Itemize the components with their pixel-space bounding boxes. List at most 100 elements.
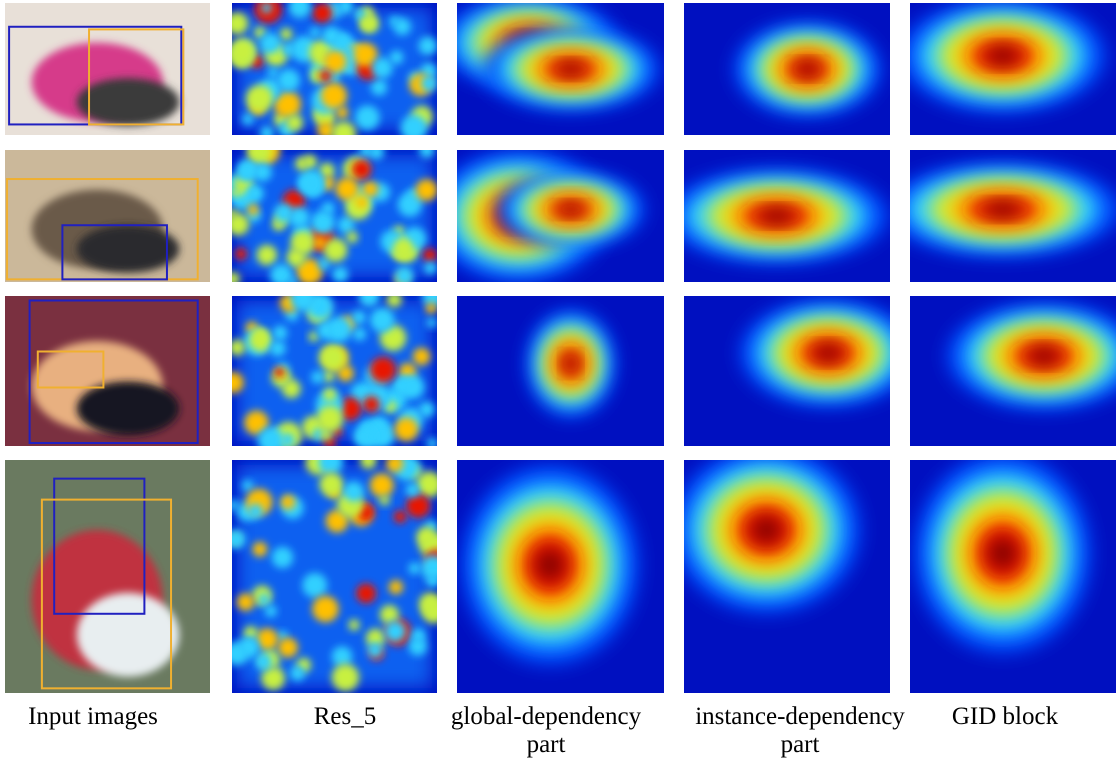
heat-spot bbox=[365, 628, 386, 648]
heatmap bbox=[232, 460, 437, 693]
heat-spot bbox=[331, 121, 357, 135]
photo-detail bbox=[76, 78, 180, 126]
column-label: Res_5 bbox=[314, 703, 377, 730]
heat-spot bbox=[323, 387, 337, 402]
heat-spot bbox=[358, 296, 380, 308]
heat-spot bbox=[287, 276, 298, 282]
heat-spot bbox=[384, 620, 406, 643]
heat-layer bbox=[910, 150, 1116, 282]
heat-spot bbox=[348, 619, 360, 631]
column-label: part bbox=[781, 731, 820, 758]
column-label: instance-dependency bbox=[695, 703, 905, 730]
heat-spot bbox=[426, 317, 437, 328]
heat-layer bbox=[684, 3, 890, 135]
heat-spot bbox=[281, 433, 295, 446]
heat-spot bbox=[246, 184, 264, 203]
heat-spot bbox=[367, 642, 383, 658]
heat-spot bbox=[236, 593, 255, 611]
heat-spot bbox=[421, 75, 437, 92]
heat-spot bbox=[394, 266, 414, 282]
heat-spot bbox=[254, 653, 272, 671]
heat-blob bbox=[563, 355, 578, 372]
heat-layer bbox=[232, 460, 437, 693]
heat-spot bbox=[288, 206, 310, 228]
heat-blob bbox=[986, 46, 1019, 65]
heat-spot bbox=[360, 16, 374, 30]
heat-spot bbox=[335, 177, 359, 201]
heat-spot bbox=[321, 201, 335, 215]
heat-layer bbox=[684, 150, 890, 282]
heat-spot bbox=[320, 82, 348, 110]
heat-spot bbox=[400, 114, 428, 135]
heat-blob bbox=[814, 344, 843, 362]
bounding-box bbox=[88, 28, 185, 126]
heat-spot bbox=[393, 510, 407, 524]
heat-spot bbox=[368, 150, 385, 160]
heat-spot bbox=[310, 210, 335, 235]
heat-spot bbox=[411, 628, 426, 643]
heat-spot bbox=[400, 375, 425, 399]
heat-spot bbox=[426, 573, 437, 588]
heat-spot bbox=[248, 503, 263, 519]
heat-spot bbox=[337, 216, 355, 234]
heat-spot bbox=[405, 483, 420, 497]
heat-spot bbox=[261, 666, 286, 691]
heat-spot bbox=[317, 321, 335, 340]
bounding-box bbox=[40, 498, 173, 690]
heat-spot bbox=[369, 307, 395, 333]
heat-layer bbox=[232, 150, 437, 282]
heat-spot bbox=[277, 637, 299, 658]
heatmap bbox=[910, 3, 1116, 135]
heatmap bbox=[684, 460, 890, 693]
heat-spot bbox=[242, 113, 254, 125]
heat-spot bbox=[369, 473, 394, 498]
heat-spot bbox=[264, 605, 277, 618]
bounding-box bbox=[28, 299, 199, 444]
heat-spot bbox=[255, 628, 279, 651]
heat-spot bbox=[245, 84, 274, 113]
heat-spot bbox=[351, 159, 372, 180]
heat-spot bbox=[393, 17, 411, 36]
heat-layer bbox=[457, 460, 664, 693]
column-label: global-dependency bbox=[451, 703, 642, 730]
heat-spot bbox=[314, 236, 326, 249]
photo-detail bbox=[76, 381, 180, 436]
heat-spot bbox=[311, 370, 324, 384]
heat-spot bbox=[269, 263, 293, 282]
heat-spot bbox=[243, 626, 258, 641]
input-image bbox=[5, 3, 210, 135]
heat-spot bbox=[338, 397, 362, 421]
heat-spot bbox=[279, 28, 293, 41]
heat-spot bbox=[320, 429, 332, 441]
heat-spot bbox=[312, 3, 333, 23]
heatmap bbox=[684, 296, 890, 446]
heat-spot bbox=[318, 258, 331, 270]
heat-spot bbox=[416, 471, 437, 498]
heat-spot bbox=[232, 37, 257, 66]
heat-spot bbox=[254, 26, 266, 39]
heat-spot bbox=[353, 42, 378, 67]
heat-spot bbox=[299, 176, 313, 190]
heat-spot bbox=[360, 460, 377, 470]
heat-spot bbox=[232, 12, 249, 35]
heat-spot bbox=[236, 161, 257, 182]
column-label: GID block bbox=[952, 703, 1059, 730]
heat-spot bbox=[379, 604, 400, 625]
heatmap bbox=[232, 150, 437, 282]
heat-spot bbox=[316, 405, 344, 433]
heat-spot bbox=[408, 562, 421, 575]
heat-spot bbox=[242, 480, 254, 491]
heat-spot bbox=[312, 595, 339, 623]
heat-spot bbox=[258, 593, 270, 605]
heat-spot bbox=[416, 526, 437, 547]
heat-spot bbox=[232, 213, 250, 236]
heat-spot bbox=[290, 230, 316, 256]
heat-blob bbox=[536, 549, 565, 581]
heat-blob bbox=[751, 516, 782, 544]
heat-spot bbox=[379, 495, 390, 506]
heat-spot bbox=[406, 494, 430, 518]
heatmap bbox=[232, 3, 437, 135]
heat-spot bbox=[319, 472, 344, 497]
heat-spot bbox=[370, 356, 396, 383]
